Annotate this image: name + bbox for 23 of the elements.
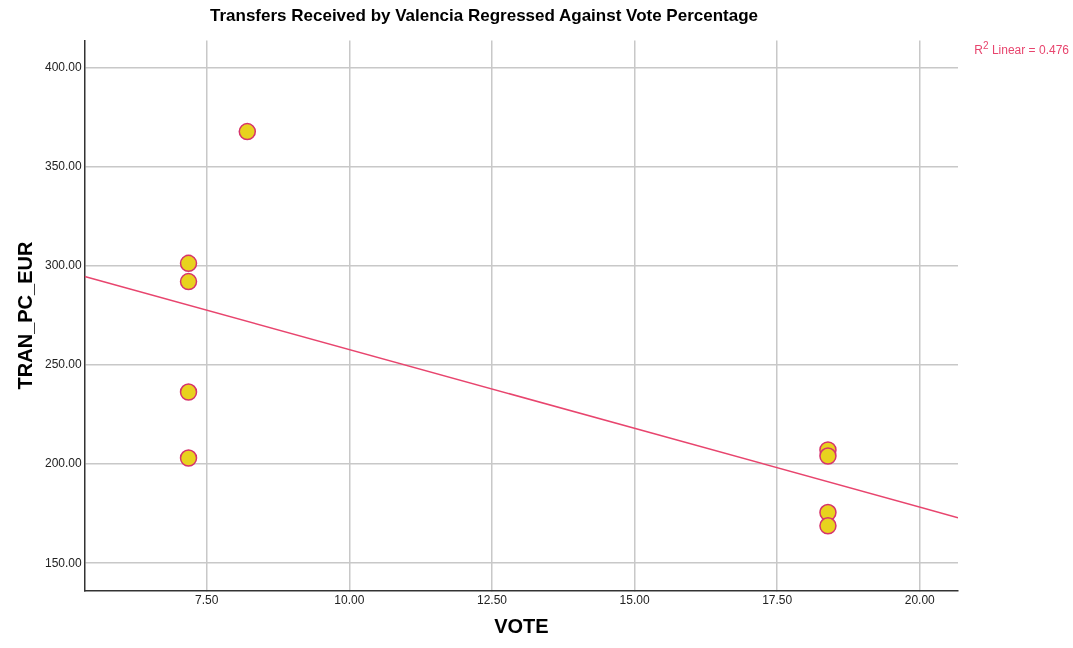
y-axis-title: TRAN_PC_EUR	[13, 241, 36, 390]
x-tick-label: 15.00	[619, 593, 650, 608]
x-tick-label: 10.00	[334, 593, 365, 608]
x-tick-label: 12.50	[476, 593, 508, 608]
x-axis-title: VOTE	[494, 614, 549, 637]
y-tick-label: 350.00	[45, 159, 83, 174]
point	[179, 383, 198, 401]
y-tick-label: 400.00	[45, 60, 83, 75]
point	[179, 449, 198, 467]
point	[179, 254, 198, 273]
point	[179, 272, 198, 291]
y-tick-label: 300.00	[45, 258, 83, 273]
x-tick-label: 17.50	[762, 593, 793, 608]
y-tick-label: 200.00	[45, 456, 83, 471]
text: R$^{2}$ Linear = 0.476	[974, 40, 1069, 57]
point	[238, 122, 257, 141]
point	[819, 447, 837, 465]
chart-title: Transfers Received by Valencia Regressed Against Vote Percentage	[209, 5, 759, 25]
y-tick-label: 150.00	[45, 555, 83, 570]
x-tick-label: 20.00	[904, 593, 936, 608]
y-tick-label: 250.00	[45, 357, 83, 372]
point	[819, 517, 837, 535]
x-tick-label: 7.50	[195, 593, 219, 608]
